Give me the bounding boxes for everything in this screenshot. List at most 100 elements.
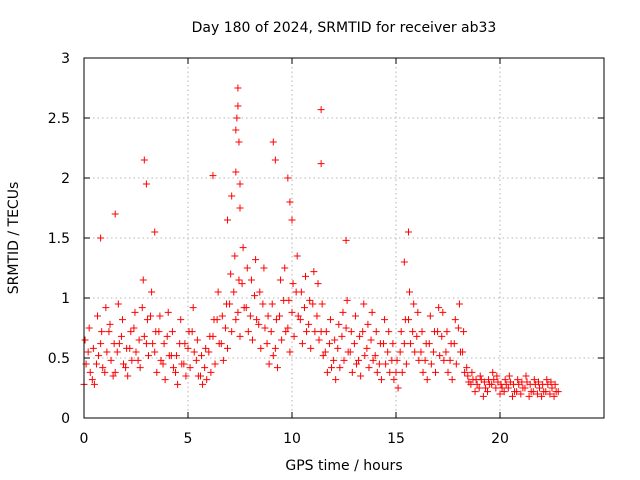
data-point xyxy=(485,376,493,384)
data-point xyxy=(476,372,484,380)
grid-lines xyxy=(84,58,604,418)
data-point xyxy=(342,236,350,244)
data-point xyxy=(273,364,281,372)
data-point xyxy=(322,328,330,336)
data-point xyxy=(371,352,379,360)
data-point xyxy=(484,388,492,396)
data-point xyxy=(372,328,380,336)
data-point xyxy=(109,372,117,380)
data-point xyxy=(472,376,480,384)
data-point xyxy=(550,392,558,400)
data-point xyxy=(447,340,455,348)
data-point xyxy=(486,380,494,388)
data-point xyxy=(151,348,159,356)
data-point xyxy=(315,336,323,344)
data-point xyxy=(418,328,426,336)
y-tick-label: 0 xyxy=(61,411,70,427)
data-point xyxy=(92,360,100,368)
data-point xyxy=(294,312,302,320)
data-point xyxy=(243,264,251,272)
data-point xyxy=(95,352,103,360)
data-point xyxy=(410,300,418,308)
data-point xyxy=(298,340,306,348)
data-point xyxy=(536,384,544,392)
data-point xyxy=(497,380,505,388)
data-point xyxy=(377,376,385,384)
data-point xyxy=(300,304,308,312)
data-point xyxy=(492,384,500,392)
axis-ticks: 0 0.5 1 1.5 2 2.5 3 0 5 10 15 20 xyxy=(48,51,604,447)
x-tick-label: 10 xyxy=(283,431,301,447)
data-point xyxy=(546,390,554,398)
data-point xyxy=(479,392,487,400)
data-point xyxy=(228,192,236,200)
data-point xyxy=(406,288,414,296)
data-point xyxy=(390,376,398,384)
data-point xyxy=(224,344,232,352)
data-point xyxy=(293,252,301,260)
data-point xyxy=(157,356,165,364)
chart-title: Day 180 of 2024, SRMTID for receiver ab3… xyxy=(192,20,497,36)
data-point xyxy=(365,364,373,372)
data-point xyxy=(269,138,277,146)
data-point xyxy=(147,312,155,320)
x-axis-label: GPS time / hours xyxy=(285,458,402,474)
data-point xyxy=(232,168,240,176)
data-point xyxy=(357,372,365,380)
data-point xyxy=(260,264,268,272)
data-point xyxy=(421,356,429,364)
y-tick-label: 1 xyxy=(61,291,70,307)
data-point xyxy=(277,276,285,284)
data-point xyxy=(271,344,279,352)
data-point xyxy=(305,320,313,328)
data-point xyxy=(281,264,289,272)
data-point xyxy=(148,288,156,296)
data-point xyxy=(98,328,106,336)
data-point xyxy=(348,368,356,376)
data-point xyxy=(142,180,150,188)
data-point xyxy=(189,304,197,312)
data-point xyxy=(435,304,443,312)
data-point xyxy=(177,316,185,324)
data-point xyxy=(373,368,381,376)
data-point xyxy=(88,376,96,384)
data-point xyxy=(404,228,412,236)
data-point xyxy=(235,276,243,284)
data-point xyxy=(140,332,148,340)
data-point xyxy=(540,388,548,396)
data-point xyxy=(102,304,110,312)
data-point xyxy=(206,332,214,340)
data-point xyxy=(319,352,327,360)
data-point xyxy=(344,348,352,356)
data-point xyxy=(224,216,232,224)
data-point xyxy=(317,160,325,168)
data-point xyxy=(239,244,247,252)
data-point xyxy=(156,312,164,320)
data-point xyxy=(124,372,132,380)
data-point xyxy=(331,336,339,344)
y-tick-label: 0.5 xyxy=(48,351,70,367)
data-point xyxy=(533,390,541,398)
data-point xyxy=(511,388,519,396)
data-point xyxy=(178,360,186,368)
data-point xyxy=(454,324,462,332)
data-point xyxy=(198,352,206,360)
data-point xyxy=(289,280,297,288)
data-point xyxy=(429,348,437,356)
data-point xyxy=(480,378,488,386)
data-point xyxy=(222,300,230,308)
data-point xyxy=(163,332,171,340)
data-point xyxy=(413,332,421,340)
data-point xyxy=(332,376,340,384)
data-point xyxy=(211,360,219,368)
data-point xyxy=(500,388,508,396)
data-point xyxy=(452,360,460,368)
data-point xyxy=(400,340,408,348)
data-point xyxy=(392,368,400,376)
data-point xyxy=(194,372,202,380)
data-point xyxy=(386,368,394,376)
data-point xyxy=(314,280,322,288)
data-point xyxy=(326,316,334,324)
data-point xyxy=(240,304,248,312)
data-point xyxy=(247,276,255,284)
